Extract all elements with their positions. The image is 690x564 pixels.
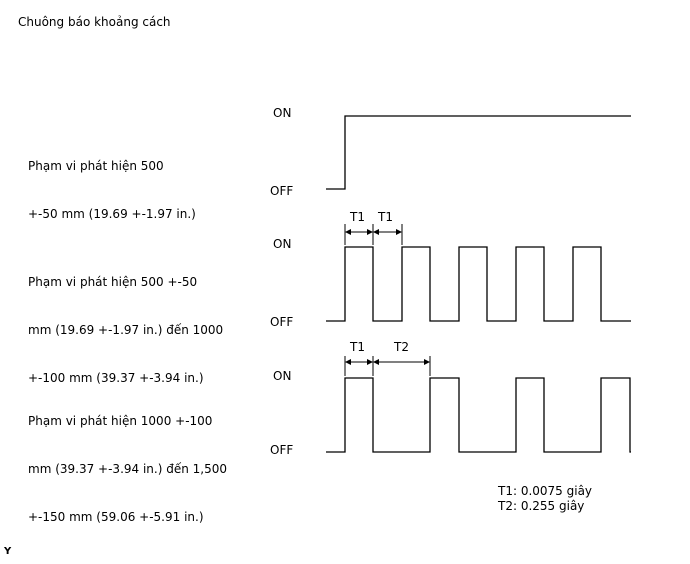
row-1-line-1: Phạm vi phát hiện 500 xyxy=(28,159,164,173)
row-3-line-1: Phạm vi phát hiện 1000 +-100 xyxy=(28,414,213,428)
row-2-t1-off-label: T1 xyxy=(377,210,393,224)
row-2-on-label: ON xyxy=(273,237,291,251)
t2-note: T2: 0.255 giây xyxy=(498,499,585,513)
row-2-line-3: +-100 mm (39.37 +-3.94 in.) xyxy=(28,371,204,385)
row-2-off-label: OFF xyxy=(270,315,293,329)
timing-legend: T1: 0.0075 giây T2: 0.255 giây xyxy=(498,484,592,514)
row-2-description: Phạm vi phát hiện 500 +-50 mm (19.69 +-1… xyxy=(28,242,223,402)
row-1-description: Phạm vi phát hiện 500 +-50 mm (19.69 +-1… xyxy=(28,126,196,238)
row-1-waveform xyxy=(326,115,631,190)
row-3-waveform xyxy=(326,377,631,453)
diagram-title: Chuông báo khoảng cách xyxy=(18,15,171,29)
row-3-description: Phạm vi phát hiện 1000 +-100 mm (39.37 +… xyxy=(28,381,227,541)
row-1-off-label: OFF xyxy=(270,184,293,198)
row-1-on-label: ON xyxy=(273,106,291,120)
t1-note: T1: 0.0075 giây xyxy=(498,484,593,498)
corner-label: Y xyxy=(4,546,12,557)
row-2-t1-on-label: T1 xyxy=(349,210,365,224)
row-1-line-2: +-50 mm (19.69 +-1.97 in.) xyxy=(28,207,196,221)
row-2-line-1: Phạm vi phát hiện 500 +-50 xyxy=(28,275,198,289)
row-3-t2-label: T2 xyxy=(393,340,409,354)
row-3-line-3: +-150 mm (59.06 +-5.91 in.) xyxy=(28,510,204,524)
row-3-on-label: ON xyxy=(273,369,291,383)
row-3-off-label: OFF xyxy=(270,443,293,457)
row-2-line-2: mm (19.69 +-1.97 in.) đến 1000 xyxy=(28,323,224,337)
row-2-waveform xyxy=(326,246,631,322)
row-3-t1-label: T1 xyxy=(349,340,365,354)
row-3-line-2: mm (39.37 +-3.94 in.) đến 1,500 xyxy=(28,462,227,476)
